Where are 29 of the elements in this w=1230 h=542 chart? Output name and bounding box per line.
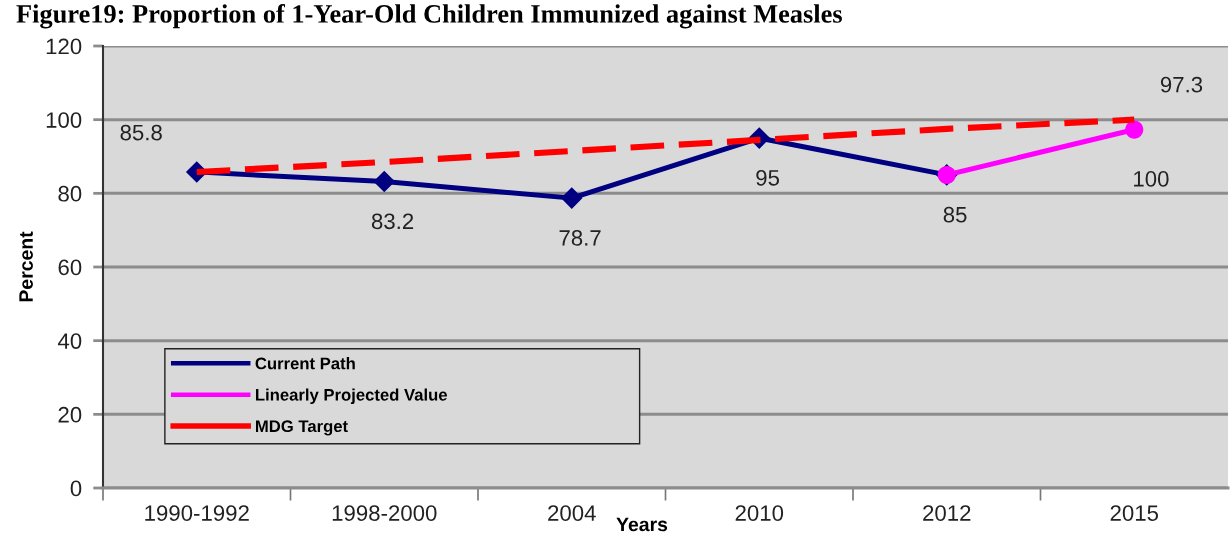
y-tick-label: 20 bbox=[58, 406, 82, 423]
x-tick-label: 2015 bbox=[1110, 505, 1159, 521]
data-label: 78.7 bbox=[559, 230, 601, 246]
legend-label: Linearly Projected Value bbox=[255, 388, 447, 405]
data-label: 85.8 bbox=[120, 124, 162, 141]
y-tick-label: 120 bbox=[46, 38, 82, 55]
legend-label: Current Path bbox=[255, 357, 355, 370]
legend-label: MDG Target bbox=[255, 420, 348, 436]
y-tick-label: 60 bbox=[58, 259, 82, 276]
x-tick-label: 1998-2000 bbox=[332, 505, 437, 521]
y-axis-title: Percent bbox=[19, 231, 33, 302]
y-tick-label: 0 bbox=[70, 480, 82, 497]
y-tick-label: 80 bbox=[58, 185, 82, 202]
data-label: 83.2 bbox=[371, 213, 414, 230]
x-tick-label: 1990-1992 bbox=[145, 505, 249, 521]
y-tick-label: 100 bbox=[46, 112, 82, 128]
data-label: 97.3 bbox=[1160, 76, 1203, 93]
x-axis-title: Years bbox=[616, 517, 668, 532]
x-tick-label: 2012 bbox=[923, 505, 971, 521]
data-label: 85 bbox=[943, 206, 967, 223]
point bbox=[560, 187, 583, 209]
point bbox=[1125, 120, 1144, 139]
data-label: 100 bbox=[1134, 171, 1169, 187]
chart-title: Figure19: Proportion of 1-Year-Old Children Immunized against Measles bbox=[16, 4, 842, 29]
point bbox=[373, 170, 396, 193]
y-tick-label: 40 bbox=[57, 333, 82, 349]
x-tick-label: 2010 bbox=[735, 505, 784, 521]
data-label: 95 bbox=[756, 169, 780, 186]
x-tick-label: 2004 bbox=[548, 505, 596, 521]
